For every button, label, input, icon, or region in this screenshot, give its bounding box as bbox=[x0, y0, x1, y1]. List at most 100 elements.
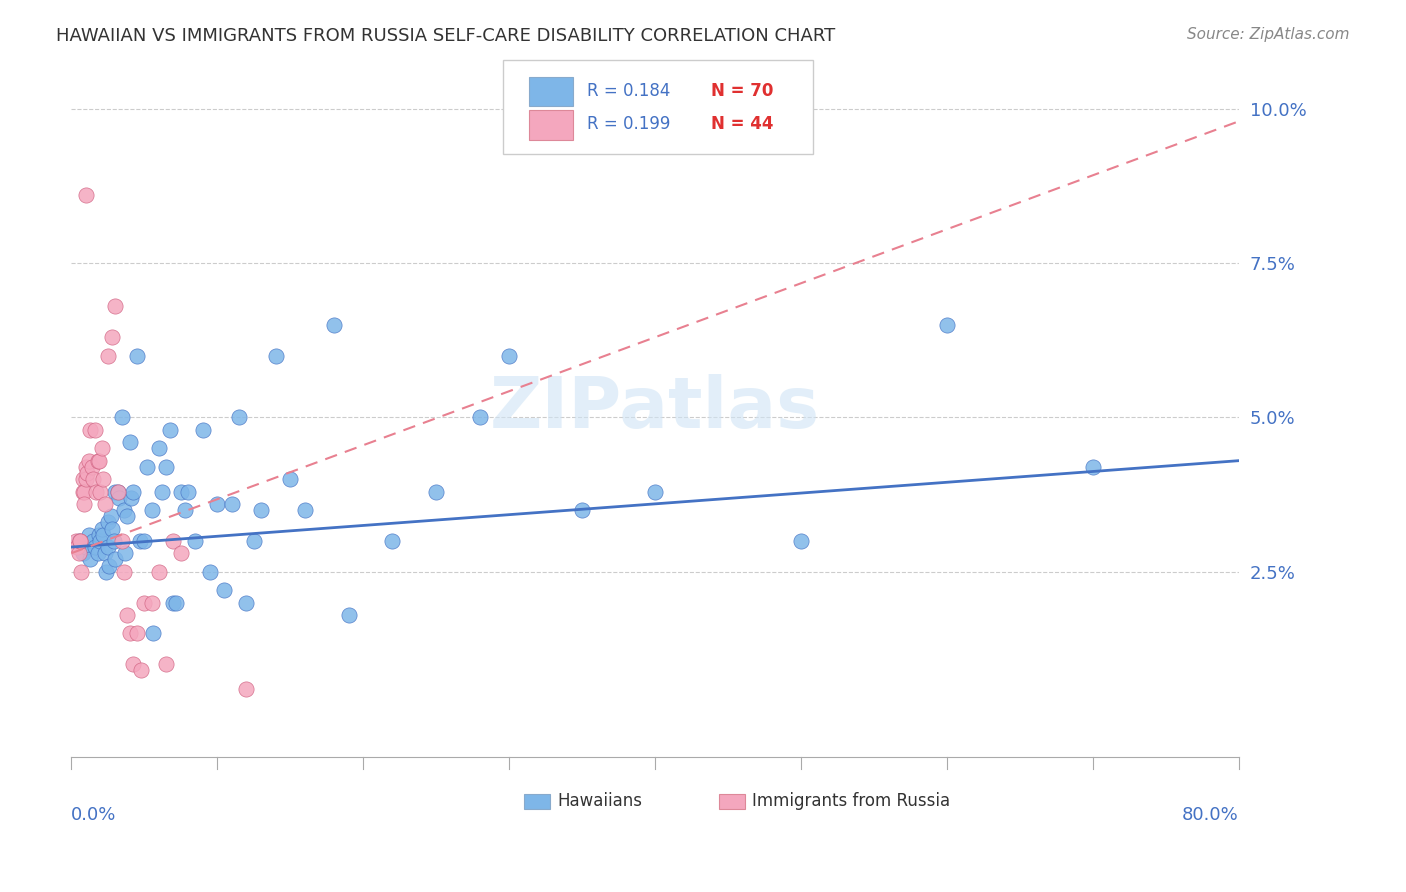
Point bbox=[66, 540, 89, 554]
Point bbox=[1081, 459, 1104, 474]
Point bbox=[162, 596, 184, 610]
Point bbox=[75, 188, 97, 202]
Point bbox=[198, 565, 221, 579]
Point bbox=[221, 497, 243, 511]
Point bbox=[103, 533, 125, 548]
Point bbox=[242, 533, 264, 548]
Point bbox=[93, 527, 115, 541]
Point bbox=[90, 522, 112, 536]
Point bbox=[134, 533, 156, 548]
Point bbox=[73, 497, 96, 511]
Point bbox=[98, 558, 121, 573]
Point bbox=[150, 484, 173, 499]
Point bbox=[214, 583, 236, 598]
Point bbox=[82, 533, 104, 548]
Point bbox=[107, 484, 129, 499]
Point bbox=[115, 607, 138, 622]
Point bbox=[294, 503, 316, 517]
Point bbox=[75, 472, 97, 486]
Point bbox=[935, 318, 957, 332]
Text: N = 44: N = 44 bbox=[711, 115, 773, 134]
Point bbox=[77, 453, 100, 467]
Point bbox=[104, 552, 127, 566]
Point bbox=[128, 533, 150, 548]
Point bbox=[69, 533, 91, 548]
Point bbox=[129, 664, 152, 678]
Point bbox=[142, 626, 165, 640]
Point bbox=[82, 472, 104, 486]
Point bbox=[125, 349, 148, 363]
Point bbox=[170, 546, 193, 560]
Text: R = 0.199: R = 0.199 bbox=[588, 115, 671, 134]
Point bbox=[86, 453, 108, 467]
FancyBboxPatch shape bbox=[503, 60, 813, 153]
Point bbox=[235, 681, 257, 696]
Text: HAWAIIAN VS IMMIGRANTS FROM RUSSIA SELF-CARE DISABILITY CORRELATION CHART: HAWAIIAN VS IMMIGRANTS FROM RUSSIA SELF-… bbox=[56, 27, 835, 45]
Point bbox=[83, 423, 105, 437]
Point bbox=[79, 552, 101, 566]
Point bbox=[80, 459, 103, 474]
Point bbox=[100, 509, 122, 524]
Point bbox=[790, 533, 813, 548]
Point bbox=[67, 533, 90, 548]
Point bbox=[72, 484, 94, 499]
Point bbox=[94, 546, 117, 560]
Text: Hawaiians: Hawaiians bbox=[557, 792, 643, 811]
Point bbox=[65, 533, 87, 548]
Point bbox=[101, 522, 124, 536]
Point bbox=[162, 533, 184, 548]
Text: Source: ZipAtlas.com: Source: ZipAtlas.com bbox=[1187, 27, 1350, 42]
Point bbox=[87, 527, 110, 541]
Point bbox=[77, 527, 100, 541]
Point bbox=[250, 503, 273, 517]
Point bbox=[121, 484, 143, 499]
Point bbox=[235, 596, 257, 610]
Point bbox=[191, 423, 214, 437]
Point bbox=[323, 318, 346, 332]
Point bbox=[170, 484, 193, 499]
Point bbox=[141, 503, 163, 517]
Point bbox=[228, 410, 250, 425]
Point bbox=[96, 565, 118, 579]
Point bbox=[184, 533, 207, 548]
Point bbox=[111, 533, 134, 548]
Point bbox=[112, 565, 135, 579]
Point bbox=[120, 491, 142, 505]
Point bbox=[86, 546, 108, 560]
FancyBboxPatch shape bbox=[524, 794, 550, 809]
Text: 80.0%: 80.0% bbox=[1182, 806, 1239, 824]
Point bbox=[148, 565, 170, 579]
Point bbox=[75, 459, 97, 474]
Point bbox=[97, 516, 120, 530]
Point bbox=[155, 459, 177, 474]
Point bbox=[115, 509, 138, 524]
Point bbox=[90, 442, 112, 456]
Point bbox=[278, 472, 301, 486]
Point bbox=[264, 349, 287, 363]
Point bbox=[69, 533, 91, 548]
Point bbox=[87, 453, 110, 467]
Point bbox=[79, 423, 101, 437]
Point bbox=[118, 435, 141, 450]
Point bbox=[97, 349, 120, 363]
Point bbox=[571, 503, 593, 517]
Point bbox=[177, 484, 200, 499]
FancyBboxPatch shape bbox=[529, 111, 574, 140]
Point bbox=[498, 349, 520, 363]
Point bbox=[72, 472, 94, 486]
Point bbox=[141, 596, 163, 610]
Point bbox=[205, 497, 228, 511]
FancyBboxPatch shape bbox=[720, 794, 745, 809]
Point bbox=[89, 484, 111, 499]
Point bbox=[104, 484, 127, 499]
Point bbox=[112, 503, 135, 517]
Text: 0.0%: 0.0% bbox=[72, 806, 117, 824]
Point bbox=[381, 533, 404, 548]
Text: ZIPatlas: ZIPatlas bbox=[489, 374, 820, 442]
Point bbox=[70, 565, 93, 579]
Point bbox=[75, 540, 97, 554]
Point bbox=[89, 533, 111, 548]
Point bbox=[165, 596, 187, 610]
Point bbox=[136, 459, 159, 474]
Point bbox=[644, 484, 666, 499]
